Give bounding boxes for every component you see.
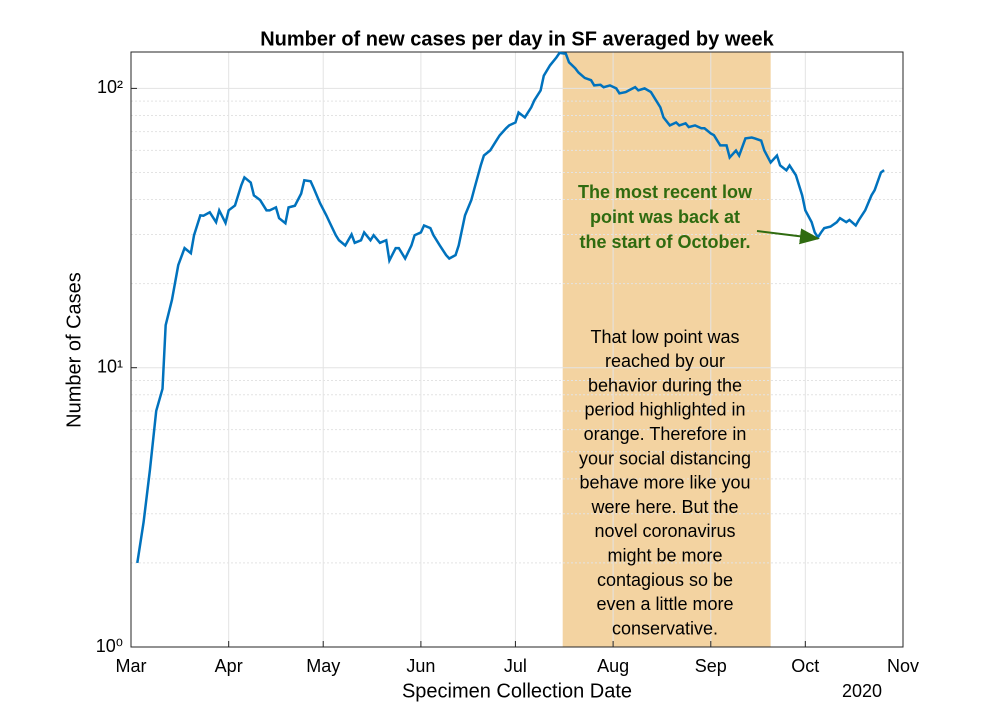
annotation-text: your social distancing	[579, 448, 751, 468]
y-tick-label: 10²	[97, 77, 123, 97]
x-tick-label: Sep	[695, 656, 727, 676]
x-tick-label: Mar	[116, 656, 147, 676]
chart-title: Number of new cases per day in SF averag…	[260, 28, 774, 50]
y-tick-label: 10¹	[97, 356, 123, 376]
x-tick-label: May	[306, 656, 340, 676]
annotation-text: novel coronavirus	[594, 521, 735, 541]
annotation-text: orange. Therefore in	[584, 424, 747, 444]
annotation-text: That low point was	[590, 327, 739, 347]
annotation-text: reached by our	[605, 351, 725, 371]
annotation-arrow	[756, 228, 820, 245]
x-tick-label: Nov	[887, 656, 919, 676]
x-axis-label: Specimen Collection Date	[402, 680, 632, 702]
annotation-text: behavior during the	[588, 375, 742, 395]
data-line	[136, 51, 885, 564]
y-axis-label: Number of Cases	[63, 272, 85, 428]
annotation-text: the start of October.	[579, 232, 750, 252]
annotation-text: contagious so be	[597, 570, 733, 590]
annotation-text: even a little more	[596, 594, 733, 614]
y-tick-label: 10⁰	[96, 636, 123, 656]
axes-box	[130, 51, 904, 648]
annotation-text: period highlighted in	[584, 400, 745, 420]
annotation-text: might be more	[607, 545, 722, 565]
annotation-text: The most recent low	[578, 182, 753, 202]
annotation-text: behave more like you	[579, 473, 750, 493]
x-tick-label: Jun	[406, 656, 435, 676]
x-tick-label: Apr	[215, 656, 243, 676]
annotation-text: were here. But the	[590, 497, 738, 517]
annotation-text: conservative.	[612, 618, 718, 638]
x-tick-label: Aug	[597, 656, 629, 676]
x-tick-label: Jul	[504, 656, 527, 676]
annotation-text: point was back at	[590, 207, 740, 227]
x-tick-label: Oct	[791, 656, 819, 676]
year-label: 2020	[842, 681, 882, 701]
